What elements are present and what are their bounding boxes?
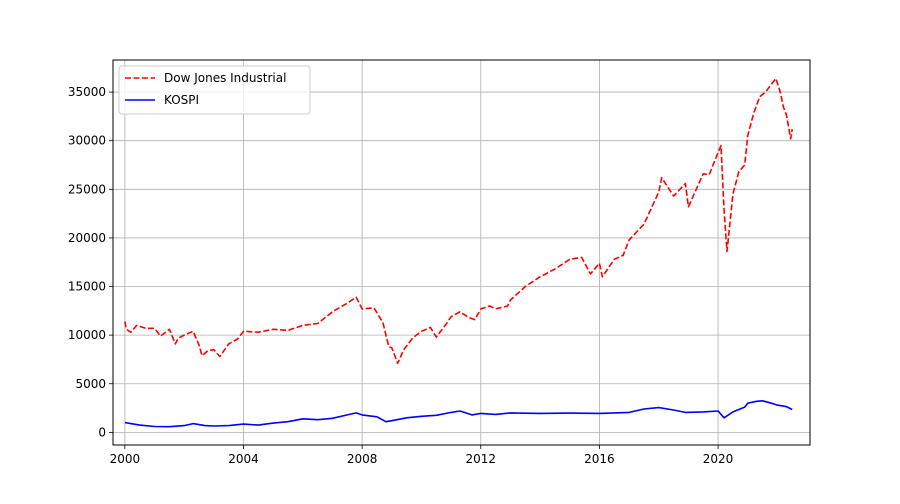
plot-frame <box>112 59 811 446</box>
legend: Dow Jones Industrial KOSPI <box>118 65 311 115</box>
kospi-line <box>124 399 793 428</box>
y-tick-label: 15000 <box>68 280 106 294</box>
y-tick-label: 30000 <box>68 134 106 148</box>
y-tick-label: 5000 <box>75 377 106 391</box>
axis-ticks: 2000 2004 2008 2012 2016 2020 0 5000 10000 15000 2… <box>68 85 734 466</box>
x-tick-label: 2020 <box>703 452 734 466</box>
plot-area <box>113 60 810 445</box>
y-tick-label: 35000 <box>68 85 106 99</box>
y-tick-label: 20000 <box>68 231 106 245</box>
series-lines <box>124 77 793 428</box>
y-tick-label: 10000 <box>68 328 106 342</box>
legend-label-kospi: KOSPI <box>164 93 199 107</box>
x-tick-label: 2008 <box>347 452 378 466</box>
dow-jones-line <box>124 77 793 365</box>
legend-label-dow: Dow Jones Industrial <box>164 71 286 85</box>
grid-lines <box>113 60 810 445</box>
x-tick-label: 2012 <box>466 452 497 466</box>
legend-frame <box>118 65 311 115</box>
x-tick-label: 2000 <box>110 452 141 466</box>
y-tick-label: 0 <box>98 425 106 439</box>
x-tick-label: 2016 <box>584 452 615 466</box>
x-tick-label: 2004 <box>228 452 259 466</box>
y-tick-label: 25000 <box>68 182 106 196</box>
